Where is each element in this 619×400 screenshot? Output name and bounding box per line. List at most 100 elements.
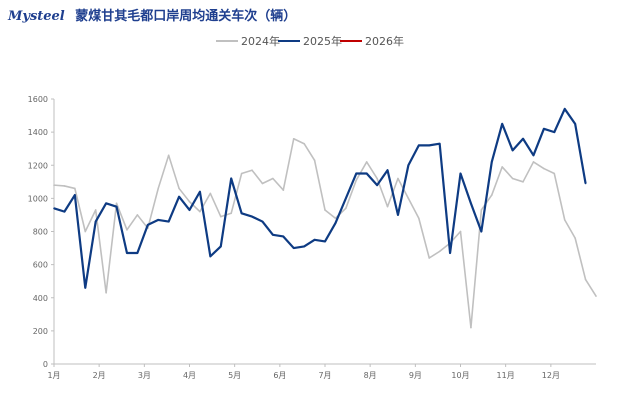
data-point	[303, 245, 305, 248]
data-point	[324, 209, 326, 211]
data-point	[584, 182, 587, 185]
data-point	[167, 220, 170, 223]
data-point	[261, 182, 264, 185]
data-point	[376, 184, 378, 186]
data-point	[532, 161, 535, 163]
y-tick-label: 400	[33, 294, 48, 303]
y-tick-label: 800	[33, 228, 48, 237]
data-point	[428, 257, 431, 259]
x-tick-label: 1月	[47, 371, 60, 380]
data-point	[459, 230, 462, 233]
data-point	[470, 202, 472, 205]
x-tick-label: 8月	[364, 371, 377, 380]
data-point	[480, 209, 483, 211]
data-point	[386, 205, 389, 208]
data-point	[470, 326, 472, 329]
chart-title: Mysteel 蒙煤甘其毛都口岸周均通关车次（辆）	[8, 5, 296, 24]
data-point	[251, 215, 253, 218]
data-point	[480, 230, 483, 233]
data-point	[397, 214, 399, 216]
brand-logo-text: Mysteel	[8, 9, 65, 24]
x-tick-label: 5月	[228, 371, 241, 380]
data-point	[313, 238, 316, 241]
data-point	[74, 194, 76, 196]
data-point	[553, 172, 556, 175]
data-point	[115, 205, 118, 208]
data-point	[574, 123, 576, 125]
x-tick-label: 7月	[318, 371, 331, 380]
x-tick-label: 11月	[497, 371, 515, 380]
title-text: 蒙煤甘其毛都口岸周均通关车次（辆）	[75, 9, 297, 24]
data-point	[126, 229, 128, 231]
data-point	[178, 195, 180, 198]
data-point	[136, 214, 139, 216]
data-point	[355, 172, 358, 175]
legend-label: 2025年	[303, 34, 342, 48]
series-line-2025年	[53, 107, 587, 289]
y-tick-label: 200	[33, 327, 48, 336]
data-point	[355, 179, 358, 181]
data-point	[345, 197, 347, 200]
data-point	[105, 291, 107, 294]
data-point	[407, 197, 410, 200]
data-point	[240, 172, 243, 175]
data-point	[345, 207, 347, 210]
data-point	[511, 149, 514, 152]
data-point	[74, 187, 76, 190]
data-point	[178, 187, 180, 190]
data-point	[84, 230, 87, 233]
data-point	[418, 144, 420, 147]
x-tick-label: 4月	[183, 371, 196, 380]
data-point	[94, 209, 97, 211]
data-point	[53, 184, 55, 186]
data-point	[376, 177, 378, 180]
data-point	[428, 144, 431, 147]
data-point	[438, 250, 441, 253]
data-point	[230, 177, 232, 180]
data-point	[126, 252, 128, 254]
x-tick-label: 12月	[542, 371, 560, 380]
x-tick-label: 3月	[138, 371, 151, 380]
data-point	[240, 212, 243, 215]
data-point	[303, 142, 305, 145]
data-point	[53, 207, 55, 210]
data-point	[209, 255, 212, 258]
data-point	[324, 240, 326, 243]
data-point	[584, 278, 587, 281]
data-point	[501, 123, 503, 125]
legend-label: 2026年	[365, 34, 404, 48]
data-point	[543, 128, 545, 130]
data-point	[595, 295, 597, 297]
y-tick-label: 1000	[28, 194, 48, 203]
data-point	[272, 234, 274, 236]
data-point	[115, 202, 118, 205]
data-point	[459, 172, 462, 175]
y-tick-label: 1600	[28, 95, 48, 104]
data-point	[219, 215, 222, 218]
data-point	[282, 235, 285, 238]
data-point	[157, 187, 160, 190]
data-point	[188, 209, 191, 211]
data-point	[365, 172, 368, 175]
data-point	[282, 189, 285, 191]
data-point	[209, 192, 212, 195]
series-line-2024年	[53, 137, 597, 329]
data-point	[386, 169, 389, 172]
data-point	[490, 161, 493, 163]
y-tick-label: 1400	[28, 128, 48, 137]
data-point	[563, 108, 566, 110]
series-lines	[53, 107, 597, 329]
data-point	[199, 190, 201, 193]
data-point	[334, 217, 337, 220]
data-point	[522, 137, 524, 140]
data-point	[449, 252, 451, 254]
data-point	[188, 200, 191, 203]
data-point	[407, 164, 410, 167]
data-point	[574, 237, 576, 239]
data-point	[199, 210, 201, 213]
data-point	[543, 167, 545, 170]
data-point	[105, 202, 107, 205]
data-point	[84, 287, 87, 289]
data-point	[136, 252, 139, 254]
